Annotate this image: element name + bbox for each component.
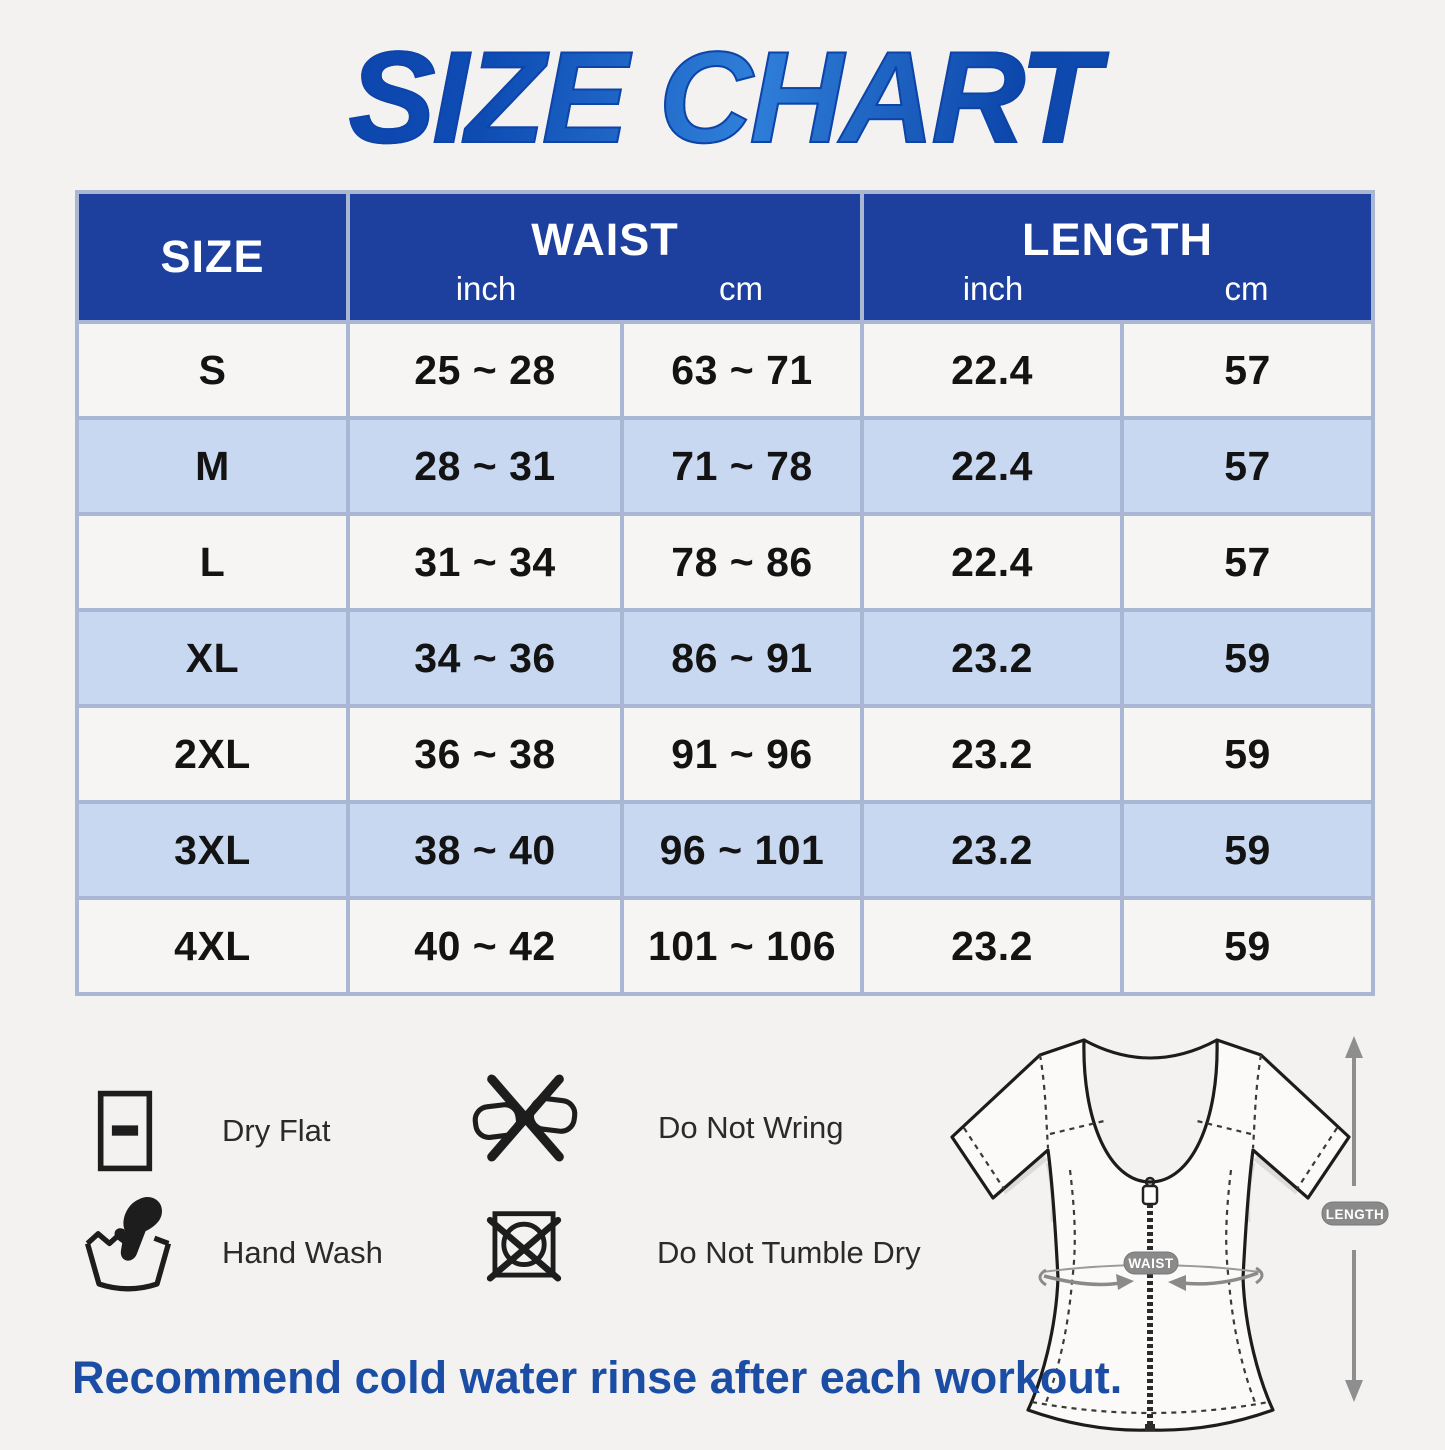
waist-callout: WAIST — [1038, 1251, 1264, 1291]
table-cell: 22.4 — [864, 420, 1120, 512]
table-cell: 3XL — [79, 804, 346, 896]
table-cell: 78 ~ 86 — [624, 516, 860, 608]
table-cell: 40 ~ 42 — [350, 900, 620, 992]
table-cell: 34 ~ 36 — [350, 612, 620, 704]
table-cell: S — [79, 324, 346, 416]
table-cell: 28 ~ 31 — [350, 420, 620, 512]
table-cell: 25 ~ 28 — [350, 324, 620, 416]
table-cell: 59 — [1124, 804, 1371, 896]
table-cell: 91 ~ 96 — [624, 708, 860, 800]
table-cell: 22.4 — [864, 324, 1120, 416]
dry-flat-icon — [96, 1088, 154, 1174]
table-cell: XL — [79, 612, 346, 704]
garment-measure-diagram: WAIST LENGTH — [930, 1020, 1445, 1445]
table-cell: 57 — [1124, 516, 1371, 608]
page-title: SIZE CHART — [0, 22, 1445, 172]
length-callout: LENGTH — [1321, 1036, 1389, 1402]
table-cell: 23.2 — [864, 804, 1120, 896]
column-header-size: SIZE — [79, 194, 346, 320]
length-callout-label: LENGTH — [1326, 1207, 1385, 1222]
table-cell: 71 ~ 78 — [624, 420, 860, 512]
table-cell: 59 — [1124, 612, 1371, 704]
column-header-length: LENGTH inch cm — [864, 194, 1371, 320]
length-units-row: inch cm — [864, 270, 1371, 308]
footer-note: Recommend cold water rinse after each wo… — [72, 1352, 1123, 1403]
table-cell: 23.2 — [864, 708, 1120, 800]
back-neckline — [1083, 1038, 1218, 1060]
table-cell: 22.4 — [864, 516, 1120, 608]
table-cell: 101 ~ 106 — [624, 900, 860, 992]
table-cell: 57 — [1124, 420, 1371, 512]
do-not-wring-label: Do Not Wring — [658, 1110, 844, 1145]
do-not-tumble-dry-icon — [482, 1194, 566, 1298]
length-header-label: LENGTH — [1022, 213, 1213, 265]
table-cell: 31 ~ 34 — [350, 516, 620, 608]
table-cell: 2XL — [79, 708, 346, 800]
hand-wash-icon — [84, 1194, 172, 1300]
table-cell: 86 ~ 91 — [624, 612, 860, 704]
table-cell: 36 ~ 38 — [350, 708, 620, 800]
table-cell: 23.2 — [864, 612, 1120, 704]
do-not-wring-icon — [470, 1072, 580, 1164]
column-header-waist: WAIST inch cm — [350, 194, 860, 320]
hand-wash-label: Hand Wash — [222, 1235, 383, 1270]
table-cell: 57 — [1124, 324, 1371, 416]
waist-cm-label: cm — [719, 269, 763, 307]
length-inch-label: inch — [962, 269, 1024, 307]
table-cell: 38 ~ 40 — [350, 804, 620, 896]
table-cell: 59 — [1124, 900, 1371, 992]
table-cell: L — [79, 516, 346, 608]
do-not-tumble-dry-label: Do Not Tumble Dry — [657, 1235, 921, 1270]
waist-units-row: inch cm — [350, 270, 860, 308]
length-cm-label: cm — [1224, 269, 1269, 307]
size-chart-table: SIZE WAIST inch cm LENGTH inch cm S 25 ~ … — [75, 190, 1375, 996]
table-cell: 4XL — [79, 900, 346, 992]
table-cell: 96 ~ 101 — [624, 804, 860, 896]
waist-inch-label: inch — [455, 269, 517, 307]
dry-flat-label: Dry Flat — [222, 1113, 331, 1148]
table-cell: M — [79, 420, 346, 512]
table-cell: 63 ~ 71 — [624, 324, 860, 416]
zipper — [1141, 1176, 1159, 1431]
table-cell: 23.2 — [864, 900, 1120, 992]
table-cell: 59 — [1124, 708, 1371, 800]
waist-header-label: WAIST — [531, 213, 679, 265]
waist-callout-label: WAIST — [1128, 1256, 1174, 1271]
